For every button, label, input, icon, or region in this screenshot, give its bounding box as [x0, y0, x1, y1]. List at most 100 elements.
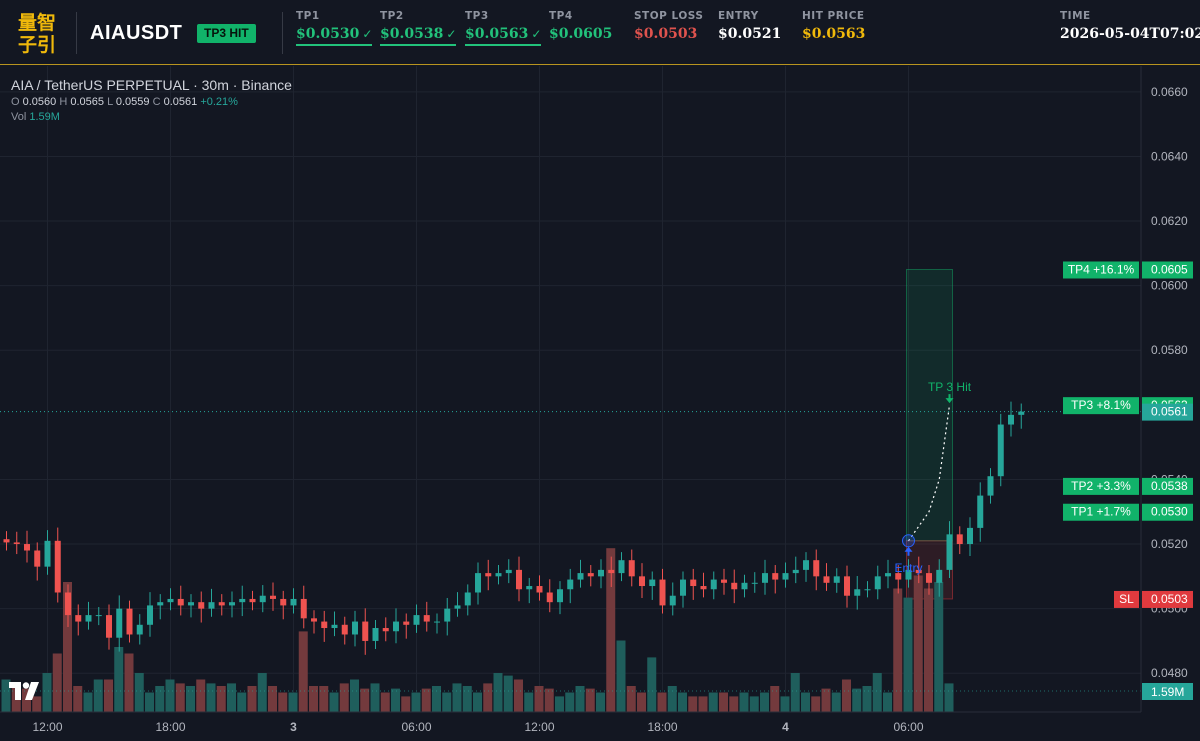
candle-body	[833, 576, 840, 583]
entry-arrow-icon	[904, 546, 913, 556]
check-icon: ✓	[531, 27, 542, 41]
candle-body	[85, 615, 92, 622]
volume-bar	[432, 686, 441, 712]
volume-bar	[883, 692, 892, 712]
stat-value: 2026-05-04T07:02	[1060, 26, 1200, 44]
candle-body	[1008, 414, 1014, 425]
level-price-badge	[1142, 261, 1193, 279]
level-price-label: 0.0605	[1151, 262, 1188, 276]
volume-bar	[534, 686, 544, 712]
volume-bar	[944, 683, 954, 712]
stat-label: TIME	[1060, 10, 1091, 22]
candle-body	[690, 579, 697, 587]
level-tag	[1063, 397, 1139, 415]
candle-body	[177, 598, 184, 606]
candle-body	[167, 598, 174, 603]
volume-bar	[698, 696, 708, 712]
level-tag	[1063, 477, 1139, 495]
candle-body	[259, 595, 266, 603]
chart-legend: AIA / TetherUS PERPETUAL · 30m · Binance…	[11, 77, 292, 123]
legend-open-label: O	[11, 96, 20, 108]
candle-body	[669, 595, 676, 606]
time-tick-label: 18:00	[647, 720, 677, 734]
volume-bar	[575, 686, 585, 712]
volume-bar	[934, 582, 944, 712]
candle-body	[116, 608, 123, 638]
stat-value-text: $0.0521	[718, 26, 782, 42]
volume-bar	[339, 683, 349, 712]
volume-bar	[801, 692, 810, 712]
header-divider	[76, 12, 77, 54]
stat-label: STOP LOSS	[634, 10, 704, 22]
volume-bar	[924, 588, 933, 712]
volume-bar	[770, 686, 780, 712]
candle-body	[946, 534, 953, 570]
volume-bar	[913, 575, 923, 712]
level-price-badge	[1142, 590, 1193, 608]
volume-bar	[821, 688, 831, 712]
chart-canvas[interactable]: Entry TP 3 Hit 0.0660 0.0640 0.0620 0.0600 0.0…	[0, 66, 1200, 741]
candle-body	[126, 608, 133, 635]
candle-body	[106, 615, 112, 638]
candle-body	[751, 582, 758, 584]
stat-value: $0.0530 ✓	[296, 26, 373, 46]
volume-bar	[288, 692, 298, 712]
candle-body	[936, 569, 943, 583]
candle-body	[536, 586, 543, 593]
candle-body	[65, 592, 71, 616]
price-tick-label: 0.0640	[1151, 149, 1188, 163]
stat-label: TP3	[465, 10, 489, 22]
legend-high: 0.0565	[70, 96, 105, 108]
candle-body	[208, 602, 215, 609]
candle-body	[249, 598, 256, 603]
volume-bar	[278, 692, 288, 712]
volume-bar	[749, 696, 759, 712]
stat-value-text: $0.0563	[802, 26, 866, 42]
time-tick-label: 12:00	[32, 720, 62, 734]
volume-bar	[83, 692, 93, 712]
volume-bar	[124, 653, 134, 712]
level-price-label: 0.0503	[1151, 592, 1188, 606]
volume-bar	[257, 673, 267, 712]
candle-body	[823, 576, 830, 583]
candle-body	[598, 569, 604, 577]
candle-body	[485, 573, 492, 577]
candle-body	[44, 540, 51, 567]
volume-bar	[247, 686, 257, 712]
stat-value-text: $0.0530	[296, 26, 360, 42]
price-tick-label: 0.0600	[1151, 279, 1188, 293]
legend-close: 0.0561	[163, 96, 198, 108]
candle-body	[905, 569, 912, 580]
volume-bar	[637, 692, 646, 712]
level-price-badge	[1142, 503, 1193, 521]
last-price-label: 0.0561	[1151, 405, 1188, 419]
stat-value: $0.0563 ✓	[465, 26, 542, 46]
volume-bar	[667, 686, 677, 712]
stat-value-text: $0.0538	[380, 26, 444, 42]
candle-body	[731, 582, 738, 590]
candle-body	[505, 569, 512, 574]
volume-bar	[155, 686, 165, 712]
volume-bar	[514, 679, 523, 712]
volume-bar	[360, 688, 370, 712]
volume-bar	[647, 657, 657, 712]
level-tag-label: TP2 +3.3%	[1071, 479, 1131, 493]
candle-body	[915, 569, 922, 574]
stat-value-text: 2026-05-04T07:02	[1060, 26, 1200, 42]
candle-body	[587, 573, 594, 577]
candle-body	[218, 602, 225, 606]
volume-bar	[596, 692, 605, 712]
price-chart[interactable]: Entry TP 3 Hit 0.0660 0.0640 0.0620 0.0600 0.0…	[0, 66, 1200, 741]
level-tag-label: TP3 +8.1%	[1071, 398, 1131, 412]
stat-value: $0.0605	[549, 26, 612, 44]
volume-bar	[678, 692, 687, 712]
volume-bar	[688, 696, 698, 712]
candle-body	[792, 569, 799, 574]
price-tick-label: 0.0480	[1151, 666, 1188, 680]
tradingview-logo-icon[interactable]	[9, 682, 41, 705]
candle-body	[997, 424, 1004, 477]
stat-label: TP1	[296, 10, 320, 22]
candle-body	[54, 540, 61, 593]
price-tick-label: 0.0620	[1151, 214, 1188, 228]
candle-body	[567, 579, 574, 590]
